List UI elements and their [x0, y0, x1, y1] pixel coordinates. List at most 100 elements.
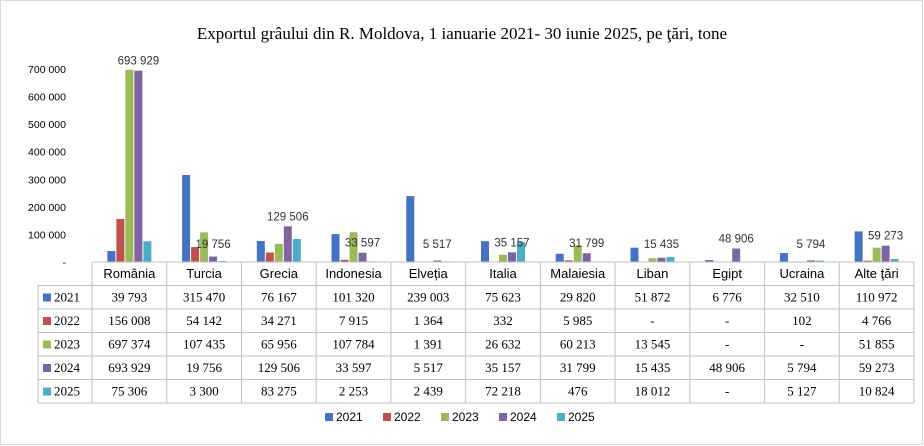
category-label: Indonesia — [325, 266, 382, 281]
table-cell: 18 012 — [635, 384, 671, 399]
legend-key — [325, 413, 333, 421]
table-cell: 72 218 — [485, 384, 521, 399]
table-cell: 54 142 — [186, 313, 222, 328]
y-axis: - 100 000 200 000 300 000 400 000 500 000 600 … — [28, 64, 66, 269]
series-row-label: 2023 — [54, 337, 80, 352]
table-cell: 6 776 — [713, 290, 743, 305]
bar — [433, 260, 442, 262]
table-cell: 15 435 — [635, 360, 671, 375]
table-cell: 1 391 — [414, 337, 443, 352]
series-key — [43, 340, 51, 349]
bar — [406, 196, 415, 262]
y-tick-label: 700 000 — [28, 64, 66, 76]
series-row-label: 2021 — [54, 290, 80, 305]
table-cell: 48 906 — [709, 360, 745, 375]
table-cell: 1 364 — [414, 313, 444, 328]
table-cell: 33 597 — [336, 360, 372, 375]
bar — [143, 241, 152, 262]
series-key — [43, 293, 51, 302]
table-cell: 31 799 — [560, 360, 596, 375]
category-label: Grecia — [260, 266, 299, 281]
table-cell: 34 271 — [261, 313, 297, 328]
bar — [481, 241, 489, 262]
table-cell: 51 872 — [635, 290, 671, 305]
table-cell: 29 820 — [560, 290, 596, 305]
data-label: 59 273 — [868, 231, 903, 243]
bar — [508, 252, 516, 262]
bar — [854, 231, 863, 262]
bar — [657, 257, 666, 262]
table-cell: 101 320 — [332, 290, 374, 305]
data-label: 693 929 — [118, 56, 160, 68]
category-label: Egipt — [712, 266, 742, 281]
bar — [209, 256, 218, 262]
table-cell: 129 506 — [258, 360, 301, 375]
table-cell: - — [725, 384, 729, 399]
table-cell: 315 470 — [183, 290, 225, 305]
category-label: Turcia — [186, 266, 222, 281]
bar — [191, 247, 200, 262]
table-cell: 239 003 — [407, 290, 449, 305]
bar — [806, 260, 815, 262]
data-labels: 693 929 19 756 129 506 33 597 5 517 35 157 31 … — [118, 56, 904, 251]
category-label: Elveția — [409, 266, 449, 281]
legend-key — [383, 413, 391, 421]
data-label: 35 157 — [494, 237, 529, 249]
bar — [705, 260, 714, 262]
category-label: Malaiesia — [550, 266, 606, 281]
bars — [107, 69, 899, 263]
category-label: Italia — [489, 266, 517, 281]
table-cell: 107 784 — [332, 337, 375, 352]
legend-label: 2022 — [394, 410, 421, 424]
bar — [331, 234, 340, 262]
table-cell: 3 300 — [189, 384, 218, 399]
bar — [134, 70, 143, 262]
table-cell: 75 306 — [111, 384, 147, 399]
table-cell: 102 — [792, 313, 812, 328]
legend-label: 2021 — [336, 410, 363, 424]
table-cell: 59 273 — [859, 360, 895, 375]
category-label: Liban — [637, 266, 669, 281]
bar — [666, 257, 675, 262]
data-label: 31 799 — [569, 238, 604, 250]
series-row-label: 2025 — [54, 384, 80, 399]
y-tick-label: 300 000 — [28, 174, 66, 186]
legend-label: 2024 — [510, 410, 537, 424]
data-label: 48 906 — [719, 234, 754, 246]
data-table: România Turcia Grecia Indonesia Elveția Itali… — [37, 261, 915, 404]
bar — [358, 252, 367, 262]
table-cell: 19 756 — [186, 360, 222, 375]
legend-label: 2025 — [568, 410, 595, 424]
table-cell: 2 439 — [414, 384, 443, 399]
table-cell: 75 623 — [485, 290, 521, 305]
table-cell: 110 972 — [856, 290, 898, 305]
table-cell: 26 632 — [485, 337, 521, 352]
table-cell: - — [725, 313, 729, 328]
table-cell: 7 915 — [339, 313, 368, 328]
legend-key — [557, 413, 565, 421]
table-cell: 10 824 — [859, 384, 895, 399]
bar — [555, 253, 564, 262]
bar — [107, 251, 116, 262]
y-tick-label: 600 000 — [28, 92, 66, 104]
bar — [564, 260, 573, 262]
bar — [630, 247, 639, 262]
bar — [200, 232, 209, 262]
table-cell: 4 766 — [862, 313, 892, 328]
series-key — [43, 317, 51, 325]
table-cell: 332 — [493, 313, 513, 328]
bar — [499, 254, 507, 262]
bar — [349, 232, 358, 262]
category-label: Alte ţări — [855, 266, 899, 281]
bar — [283, 226, 292, 262]
bar — [872, 247, 881, 262]
data-label: 33 597 — [345, 238, 380, 250]
bar — [265, 252, 274, 262]
table-cell: 51 855 — [859, 337, 895, 352]
series-key — [43, 364, 51, 372]
table-cell: 693 929 — [108, 360, 150, 375]
bar — [274, 243, 283, 262]
data-label: 129 506 — [267, 211, 309, 223]
table-cell: 107 435 — [183, 337, 225, 352]
